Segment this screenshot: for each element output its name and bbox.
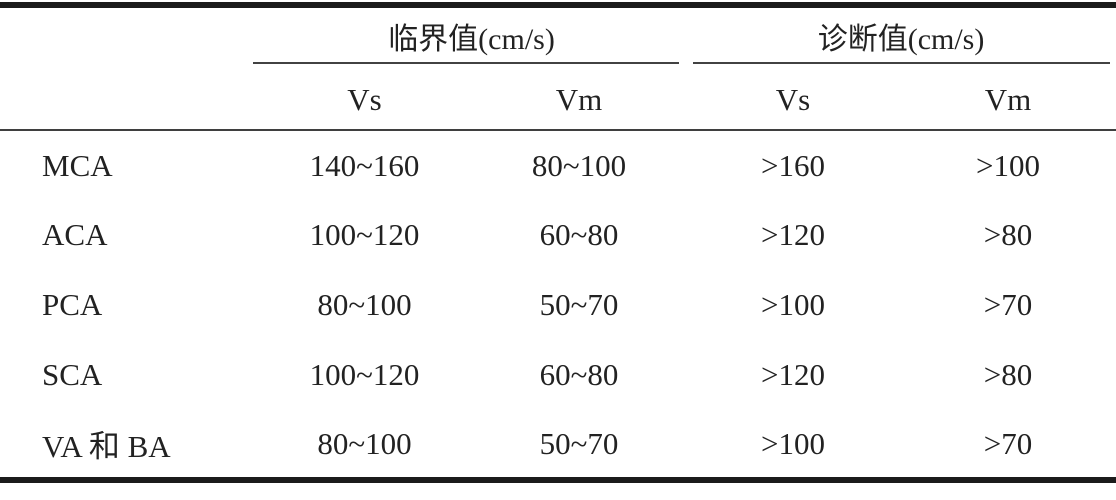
sub-header-vm-critical: Vm bbox=[472, 64, 687, 131]
table-row: MCA 140~160 80~100 >160 >100 bbox=[0, 130, 1116, 200]
col-group-label: 临界值(cm/s) bbox=[388, 23, 555, 56]
cell: >80 bbox=[983, 357, 1033, 392]
row-label: SCA bbox=[42, 357, 103, 392]
group-header-row: 临界值(cm/s) 诊断值(cm/s) bbox=[0, 5, 1116, 64]
row-label: ACA bbox=[42, 217, 108, 252]
table-container: 临界值(cm/s) 诊断值(cm/s) Vs Vm Vs Vm MCA 140~… bbox=[0, 2, 1116, 483]
cell: >100 bbox=[761, 425, 825, 461]
sub-header-vm-diagnostic: Vm bbox=[900, 64, 1116, 131]
col-group-critical-value: 临界值(cm/s) bbox=[252, 5, 686, 64]
row-label: MCA bbox=[42, 147, 113, 183]
cell: >70 bbox=[983, 287, 1033, 322]
cell: 80~100 bbox=[531, 147, 627, 183]
row-label: VA 和 BA bbox=[42, 429, 171, 464]
sub-header-row: Vs Vm Vs Vm bbox=[0, 64, 1116, 131]
cell: 140~160 bbox=[309, 147, 420, 183]
col-group-label: 诊断值(cm/s) bbox=[817, 23, 985, 56]
cell: 100~120 bbox=[309, 357, 420, 392]
cell: >70 bbox=[983, 425, 1033, 461]
sub-header-vs-critical: Vs bbox=[257, 64, 472, 131]
cell: 60~80 bbox=[539, 217, 619, 252]
cell: >120 bbox=[761, 217, 825, 252]
corner-cell bbox=[0, 5, 257, 64]
table-row: PCA 80~100 50~70 >100 >70 bbox=[0, 270, 1116, 340]
cell: >100 bbox=[976, 147, 1041, 183]
velocity-criteria-table: 临界值(cm/s) 诊断值(cm/s) Vs Vm Vs Vm MCA 140~… bbox=[0, 2, 1116, 483]
table-row: VA 和 BA 80~100 50~70 >100 >70 bbox=[0, 410, 1116, 480]
table-row: SCA 100~120 60~80 >120 >80 bbox=[0, 340, 1116, 410]
cell: 60~80 bbox=[539, 357, 619, 392]
cell: 50~70 bbox=[539, 287, 619, 322]
cell: 80~100 bbox=[317, 287, 412, 322]
cell: 100~120 bbox=[309, 217, 420, 252]
cell: 50~70 bbox=[539, 425, 619, 461]
cell: >120 bbox=[761, 357, 825, 392]
cell: >100 bbox=[761, 287, 825, 322]
cell: >160 bbox=[761, 147, 825, 183]
cell: 80~100 bbox=[317, 425, 412, 461]
row-label: PCA bbox=[42, 287, 103, 322]
table-row: ACA 100~120 60~80 >120 >80 bbox=[0, 200, 1116, 270]
cell: >80 bbox=[983, 217, 1033, 252]
sub-header-vs-diagnostic: Vs bbox=[686, 64, 901, 131]
sub-header-empty bbox=[0, 64, 257, 131]
col-group-diagnostic-value: 诊断值(cm/s) bbox=[686, 5, 1116, 64]
